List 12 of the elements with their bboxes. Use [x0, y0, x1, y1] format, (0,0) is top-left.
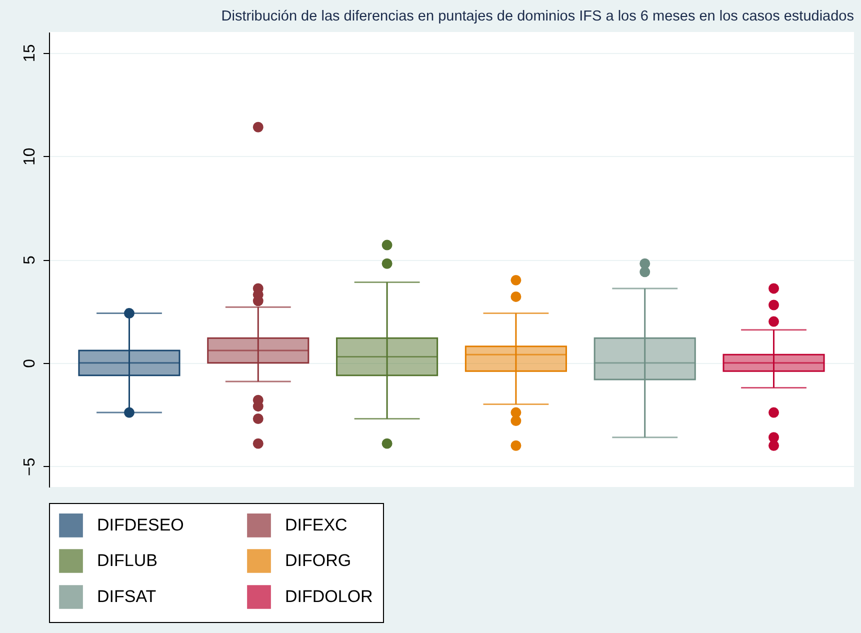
- y-tick-label: 5: [22, 255, 38, 264]
- legend-label: DIFDOLOR: [285, 587, 373, 606]
- legend-label: DIFORG: [285, 551, 352, 570]
- chart-title: Distribución de las diferencias en puntajes de dominios IFS a los 6 meses en los casos estudiados: [221, 8, 854, 24]
- legend-label: DIFLUB: [97, 551, 158, 570]
- legend-label: DIFEXC: [285, 515, 348, 534]
- y-tick-label: 15: [22, 44, 38, 62]
- y-tick-label: −5: [22, 458, 38, 476]
- legend-label: DIFDESEO: [97, 515, 184, 534]
- y-tick-label: 0: [22, 358, 38, 368]
- legend-label: DIFSAT: [97, 587, 156, 606]
- y-tick-label: 10: [22, 148, 38, 166]
